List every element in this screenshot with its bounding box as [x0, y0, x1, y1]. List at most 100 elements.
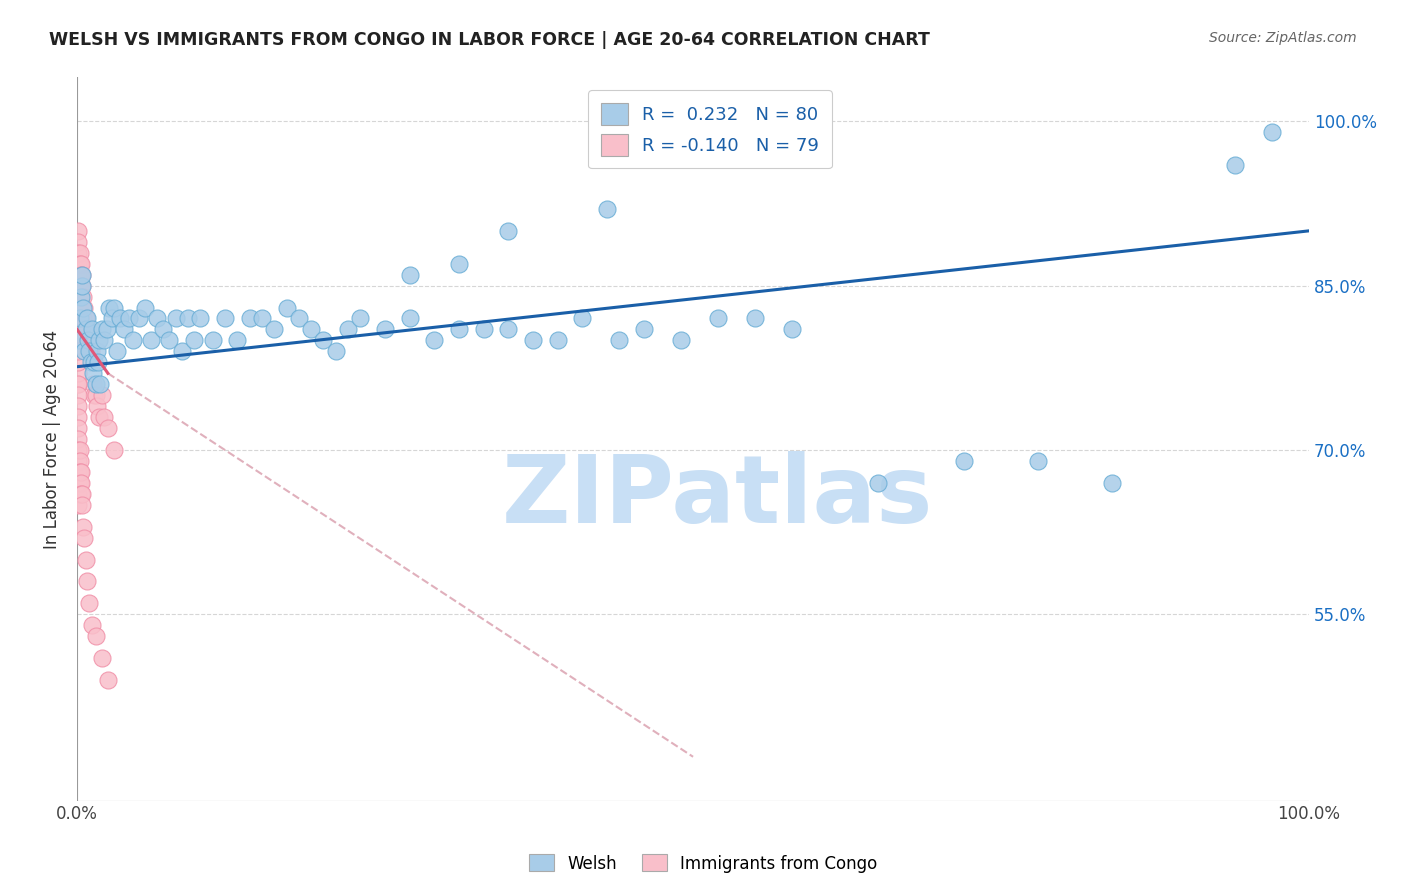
Point — [70, 278, 93, 293]
Point — [75, 322, 97, 336]
Point — [76, 311, 98, 326]
Point — [70, 498, 93, 512]
Point — [139, 334, 162, 348]
Point — [86, 399, 108, 413]
Point — [547, 334, 569, 348]
Point — [83, 355, 105, 369]
Point — [86, 344, 108, 359]
Point — [69, 475, 91, 490]
Point — [89, 410, 111, 425]
Point — [398, 268, 420, 282]
Point — [67, 377, 90, 392]
Point — [67, 289, 90, 303]
Point — [72, 301, 94, 315]
Point — [312, 334, 335, 348]
Point — [69, 268, 91, 282]
Legend: Welsh, Immigrants from Congo: Welsh, Immigrants from Congo — [522, 847, 884, 880]
Point — [866, 475, 889, 490]
Point — [69, 278, 91, 293]
Point — [72, 289, 94, 303]
Point — [97, 421, 120, 435]
Point — [67, 235, 90, 249]
Point — [398, 311, 420, 326]
Text: WELSH VS IMMIGRANTS FROM CONGO IN LABOR FORCE | AGE 20-64 CORRELATION CHART: WELSH VS IMMIGRANTS FROM CONGO IN LABOR … — [49, 31, 931, 49]
Point — [67, 311, 90, 326]
Point — [69, 465, 91, 479]
Point — [67, 498, 90, 512]
Point — [325, 344, 347, 359]
Point — [121, 334, 143, 348]
Point — [83, 388, 105, 402]
Point — [67, 245, 90, 260]
Point — [118, 311, 141, 326]
Point — [87, 355, 110, 369]
Point — [77, 334, 100, 348]
Text: Source: ZipAtlas.com: Source: ZipAtlas.com — [1209, 31, 1357, 45]
Point — [67, 334, 90, 348]
Point — [214, 311, 236, 326]
Point — [744, 311, 766, 326]
Point — [69, 454, 91, 468]
Point — [79, 344, 101, 359]
Point — [67, 334, 90, 348]
Point — [183, 334, 205, 348]
Legend: R =  0.232   N = 80, R = -0.140   N = 79: R = 0.232 N = 80, R = -0.140 N = 79 — [588, 90, 832, 169]
Point — [90, 651, 112, 665]
Point — [299, 322, 322, 336]
Point — [70, 278, 93, 293]
Point — [669, 334, 692, 348]
Point — [77, 334, 100, 348]
Point — [423, 334, 446, 348]
Point — [69, 311, 91, 326]
Point — [780, 322, 803, 336]
Point — [472, 322, 495, 336]
Point — [67, 442, 90, 457]
Point — [67, 278, 90, 293]
Point — [170, 344, 193, 359]
Point — [67, 322, 90, 336]
Point — [70, 268, 93, 282]
Point — [67, 432, 90, 446]
Point — [596, 202, 619, 216]
Point — [201, 334, 224, 348]
Point — [67, 257, 90, 271]
Point — [633, 322, 655, 336]
Point — [67, 454, 90, 468]
Point — [67, 344, 90, 359]
Point — [90, 388, 112, 402]
Point — [69, 289, 91, 303]
Point — [70, 268, 93, 282]
Point — [79, 596, 101, 610]
Point — [188, 311, 211, 326]
Point — [93, 334, 115, 348]
Point — [953, 454, 976, 468]
Point — [72, 519, 94, 533]
Point — [79, 334, 101, 348]
Point — [75, 311, 97, 326]
Point — [239, 311, 262, 326]
Point — [73, 531, 96, 545]
Point — [69, 301, 91, 315]
Point — [97, 673, 120, 687]
Point — [82, 366, 104, 380]
Point — [82, 377, 104, 392]
Point — [67, 465, 90, 479]
Point — [80, 355, 103, 369]
Point — [159, 334, 181, 348]
Point — [69, 442, 91, 457]
Point — [84, 377, 107, 392]
Point — [134, 301, 156, 315]
Point — [79, 355, 101, 369]
Point — [69, 245, 91, 260]
Point — [1101, 475, 1123, 490]
Point — [80, 618, 103, 632]
Point — [67, 301, 90, 315]
Point — [522, 334, 544, 348]
Point — [72, 311, 94, 326]
Y-axis label: In Labor Force | Age 20-64: In Labor Force | Age 20-64 — [44, 329, 60, 549]
Point — [93, 410, 115, 425]
Point — [1026, 454, 1049, 468]
Point — [67, 278, 90, 293]
Point — [69, 487, 91, 501]
Point — [607, 334, 630, 348]
